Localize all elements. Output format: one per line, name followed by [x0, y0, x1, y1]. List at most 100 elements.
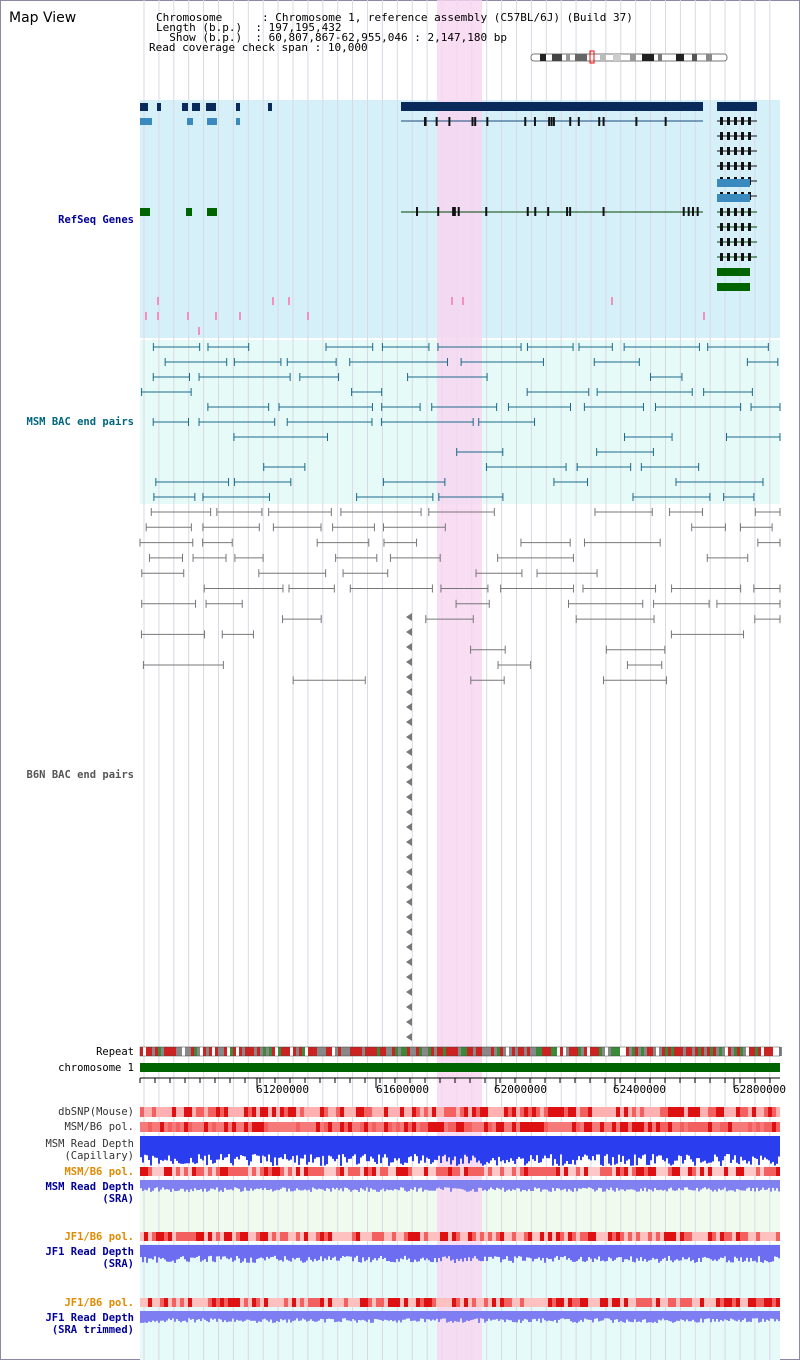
- repeat-segment: [311, 1047, 314, 1056]
- jf1-sra-trimmed-depth-bar: [544, 1311, 546, 1321]
- msm-b6-pol-cell: [652, 1122, 656, 1132]
- msm-b6-pol-cell: [420, 1122, 424, 1132]
- jf1-sra-depth-bar: [744, 1245, 746, 1261]
- jf1-b6-pol-trim-cell: [616, 1298, 620, 1307]
- jf1-b6-pol-trim-cell: [204, 1298, 208, 1307]
- jf1-sra-trimmed-depth-bar: [400, 1311, 402, 1323]
- msm-b6-pol-sra-cell: [460, 1167, 464, 1176]
- jf1-sra-trimmed-depth-bar: [308, 1311, 310, 1321]
- b6n-bac-end-marker: [406, 673, 412, 681]
- msm-sra-depth-bar: [274, 1180, 276, 1191]
- jf1-sra-depth-bar: [634, 1245, 636, 1263]
- jf1-sra-depth-bar: [422, 1245, 424, 1258]
- msm-sra-depth-bar: [312, 1180, 314, 1188]
- repeat-segment: [557, 1047, 560, 1056]
- jf1-b6-pol-cell: [444, 1232, 448, 1241]
- msm-sra-depth-bar: [372, 1180, 374, 1190]
- msm-sra-depth-bar: [212, 1180, 214, 1189]
- dbsnp-cell: [672, 1107, 676, 1117]
- jf1-sra-trimmed-depth-bar: [636, 1311, 638, 1322]
- jf1-b6-pol-trim-cell: [648, 1298, 652, 1307]
- jf1-sra-depth-bar: [708, 1245, 710, 1259]
- jf1-sra-trimmed-depth-bar: [698, 1311, 700, 1323]
- msm-b6-pol-cell: [260, 1122, 264, 1132]
- msm-b6-pol-sra-cell: [512, 1167, 516, 1176]
- jf1-sra-trimmed-depth-bar: [706, 1311, 708, 1319]
- jf1-b6-pol-trim-cell: [248, 1298, 252, 1307]
- msm-capillary-depth-bar: [634, 1136, 636, 1155]
- msm-sra-depth-bar: [520, 1180, 522, 1192]
- jf1-sra-trimmed-depth-bar: [694, 1311, 696, 1322]
- jf1-sra-trimmed-depth-bar: [702, 1311, 704, 1323]
- jf1-sra-trimmed-depth-bar: [494, 1311, 496, 1320]
- msm-sra-depth-bar: [160, 1180, 162, 1190]
- repeat-segment: [359, 1047, 362, 1056]
- msm-sra-depth-bar: [154, 1180, 156, 1189]
- msm-capillary-depth-bar: [214, 1136, 216, 1163]
- msm-b6-pol-sra-cell: [676, 1167, 680, 1176]
- jf1-b6-pol-trim-cell: [696, 1298, 700, 1307]
- jf1-b6-pol-cell: [272, 1232, 276, 1241]
- repeat-segment: [686, 1047, 689, 1056]
- jf1-b6-pol-cell: [728, 1232, 732, 1241]
- jf1-sra-trimmed-depth-bar: [212, 1311, 214, 1320]
- jf1-sra-depth-bar: [624, 1245, 626, 1260]
- gene-exon: [741, 223, 744, 231]
- dbsnp-cell: [660, 1107, 664, 1117]
- msm-sra-depth-bar: [516, 1180, 518, 1189]
- msm-sra-depth-bar: [414, 1180, 416, 1188]
- jf1-sra-trimmed-depth-bar: [480, 1311, 482, 1319]
- jf1-sra-trimmed-depth-bar: [662, 1311, 664, 1319]
- jf1-sra-depth-bar: [294, 1245, 296, 1260]
- jf1-sra-trimmed-depth-bar: [376, 1311, 378, 1320]
- msm-capillary-depth-bar: [642, 1136, 644, 1156]
- dbsnp-cell: [696, 1107, 700, 1117]
- jf1-sra-depth-bar: [214, 1245, 216, 1263]
- msm-capillary-depth-bar: [344, 1136, 346, 1158]
- msm-capillary-depth-bar: [568, 1136, 570, 1165]
- jf1-b6-pol-trim-cell: [576, 1298, 580, 1307]
- msm-b6-pol-cell: [772, 1122, 776, 1132]
- msm-b6-pol-sra-cell: [300, 1167, 304, 1176]
- jf1-sra-trimmed-depth-bar: [512, 1311, 514, 1323]
- msm-sra-depth-bar: [648, 1180, 650, 1190]
- jf1-sra-trimmed-depth-bar: [752, 1311, 754, 1319]
- msm-b6-pol-cell: [776, 1122, 780, 1132]
- msm-capillary-depth-bar: [202, 1136, 204, 1161]
- jf1-sra-depth-bar: [200, 1245, 202, 1262]
- jf1-sra-depth-bar: [562, 1245, 564, 1258]
- repeat-segment: [572, 1047, 575, 1056]
- jf1-b6-pol-trim-cell: [208, 1298, 212, 1307]
- jf1-b6-pol-trim-cell: [540, 1298, 544, 1307]
- msm-capillary-depth-bar: [428, 1136, 430, 1159]
- dbsnp-cell: [296, 1107, 300, 1117]
- jf1-sra-trimmed-depth-bar: [166, 1311, 168, 1321]
- dbsnp-cell: [208, 1107, 212, 1117]
- jf1-sra-depth-bar: [558, 1245, 560, 1260]
- msm-b6-pol-cell: [372, 1122, 376, 1132]
- repeat-segment: [365, 1047, 368, 1056]
- repeat-segment: [305, 1047, 308, 1056]
- jf1-sra-depth-bar: [514, 1245, 516, 1257]
- msm-capillary-depth-bar: [188, 1136, 190, 1164]
- msm-capillary-depth-bar: [338, 1136, 340, 1155]
- jf1-b6-pol-cell: [512, 1232, 516, 1241]
- jf1-b6-pol-trim-cell: [644, 1298, 648, 1307]
- jf1-sra-depth-bar: [376, 1245, 378, 1261]
- msm-b6-pol-sra-cell: [652, 1167, 656, 1176]
- jf1-sra-depth-bar: [502, 1245, 504, 1260]
- msm-b6-pol-cell: [564, 1122, 568, 1132]
- msm-b6-pol-sra-cell: [708, 1167, 712, 1176]
- msm-capillary-depth-bar: [730, 1136, 732, 1163]
- msm-b6-pol-sra-cell: [164, 1167, 168, 1176]
- msm-capillary-depth-bar: [582, 1136, 584, 1157]
- jf1-sra-depth-bar: [190, 1245, 192, 1258]
- jf1-b6-pol-cell: [568, 1232, 572, 1241]
- jf1-sra-trimmed-depth-bar: [762, 1311, 764, 1319]
- jf1-sra-trimmed-depth-bar: [594, 1311, 596, 1319]
- jf1-b6-pol-cell: [156, 1232, 160, 1241]
- msm-capillary-depth-bar: [306, 1136, 308, 1165]
- msm-capillary-depth-bar: [410, 1136, 412, 1157]
- dbsnp-cell: [732, 1107, 736, 1117]
